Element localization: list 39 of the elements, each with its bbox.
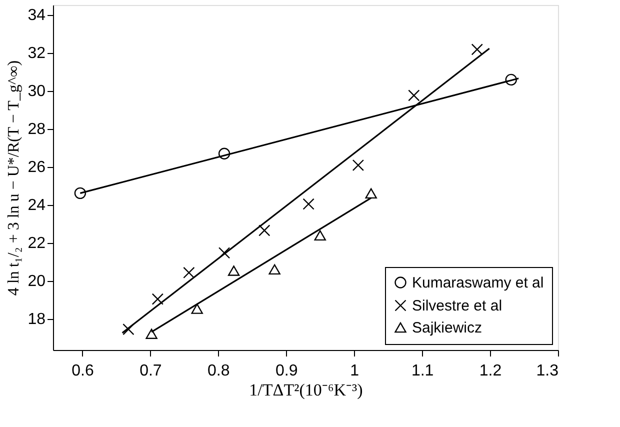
- point: [218, 148, 230, 160]
- point: [218, 247, 230, 259]
- y-tick-label: 28: [28, 121, 46, 138]
- y-tick-label: 22: [28, 235, 46, 252]
- y-tick-label: 34: [28, 7, 46, 24]
- x-tick-label: 0.7: [140, 362, 162, 380]
- point: [228, 266, 240, 276]
- point: [352, 159, 364, 172]
- x-tick-label: 0.9: [276, 362, 298, 380]
- y-tick-label: 32: [28, 45, 46, 62]
- x-tick-label: 0.8: [208, 362, 230, 380]
- x-tick-label: 1.2: [479, 362, 502, 380]
- x-tick-label: 1.1: [411, 362, 434, 380]
- point: [122, 323, 134, 336]
- y-tick-label: 30: [28, 83, 46, 100]
- point: [183, 266, 195, 278]
- point: [471, 44, 483, 56]
- point: [74, 187, 86, 200]
- point: [408, 90, 420, 102]
- legend-label: Sajkiewicz: [412, 320, 482, 336]
- point: [314, 230, 326, 241]
- y-tick-label: 20: [28, 273, 46, 290]
- y-tick-label: 24: [28, 197, 46, 214]
- point: [258, 224, 270, 236]
- legend-label: Silvestre et al: [412, 298, 502, 314]
- point: [302, 198, 314, 210]
- x-axis-title: 1/TΔT²(10⁻⁶K⁻³): [249, 380, 363, 400]
- point: [146, 328, 158, 339]
- point: [268, 264, 280, 275]
- point: [365, 188, 377, 199]
- y-tick-label: 26: [28, 159, 46, 176]
- x-tick-label: 1: [350, 362, 360, 380]
- y-tick-label: 18: [28, 311, 46, 328]
- x-tick-label: 0.6: [72, 362, 94, 380]
- point: [152, 293, 164, 305]
- x-tick-label: 1.3: [536, 362, 559, 380]
- point: [191, 304, 203, 314]
- y-axis-title: 4 ln t₁/₂ + 3 ln u − U*/R(T − T_g^∞): [6, 60, 23, 296]
- legend-label: Kumaraswamy et al: [412, 274, 544, 292]
